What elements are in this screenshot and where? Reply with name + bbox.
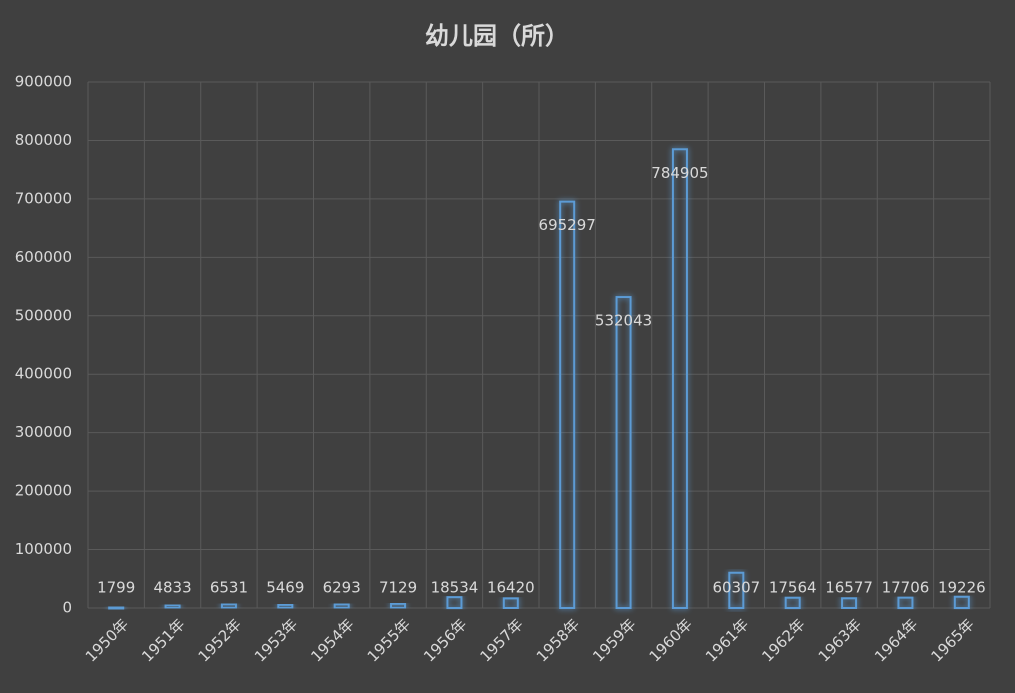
y-tick-label: 200000	[15, 482, 72, 500]
bar	[333, 603, 350, 609]
bar	[897, 596, 914, 610]
bar	[671, 148, 688, 609]
bar	[164, 604, 181, 609]
bar	[784, 596, 801, 609]
data-label: 16420	[487, 579, 535, 597]
y-tick-label: 600000	[15, 248, 72, 266]
y-tick-label: 100000	[15, 540, 72, 558]
bar	[559, 200, 576, 609]
data-label: 1799	[97, 579, 135, 597]
data-label: 6293	[323, 579, 361, 597]
bar	[502, 597, 519, 610]
y-tick-label: 900000	[15, 73, 72, 91]
data-label: 17706	[882, 579, 930, 597]
data-label: 17564	[769, 579, 817, 597]
bar	[446, 596, 463, 610]
bar	[108, 605, 125, 610]
data-label: 6531	[210, 579, 248, 597]
data-label: 7129	[379, 579, 417, 597]
data-label: 16577	[825, 579, 873, 597]
data-label: 5469	[266, 579, 304, 597]
data-label: 18534	[431, 579, 479, 597]
bar	[390, 602, 407, 610]
data-label: 60307	[712, 579, 760, 597]
bar	[220, 603, 237, 609]
bar	[277, 603, 294, 609]
y-tick-label: 500000	[15, 306, 72, 324]
chart-title: 幼儿园（所）	[425, 22, 569, 50]
y-tick-label: 0	[62, 599, 72, 617]
data-label: 784905	[651, 164, 708, 182]
data-label: 19226	[938, 579, 986, 597]
y-tick-label: 300000	[15, 423, 72, 441]
data-label: 695297	[539, 216, 596, 234]
y-tick-label: 400000	[15, 365, 72, 383]
data-label: 532043	[595, 312, 652, 330]
y-tick-label: 700000	[15, 189, 72, 207]
y-tick-label: 800000	[15, 131, 72, 149]
data-label: 4833	[153, 579, 191, 597]
bar	[615, 296, 632, 609]
bar	[953, 595, 970, 610]
bar	[728, 571, 745, 609]
bar	[841, 597, 858, 609]
